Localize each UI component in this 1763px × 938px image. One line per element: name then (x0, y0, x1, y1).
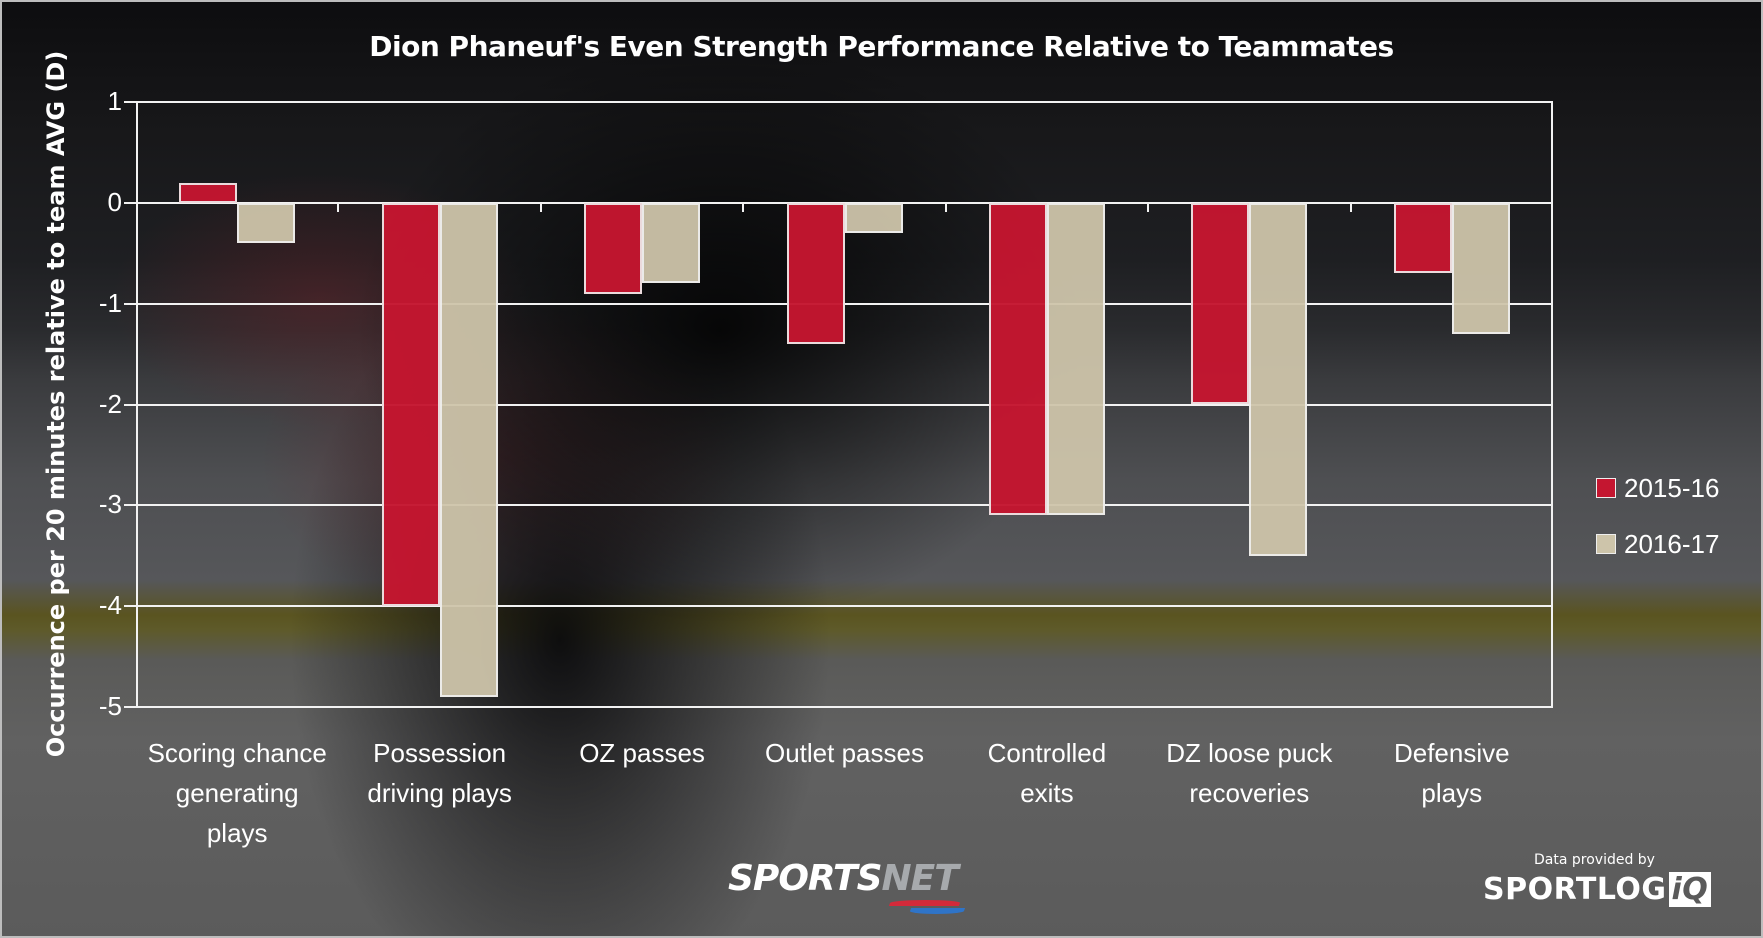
swoosh-red-icon (888, 900, 962, 906)
legend-item-2015-16: 2015-16 (1596, 460, 1719, 516)
plot-area (124, 101, 1553, 708)
x-axis-label-line: plays (1421, 778, 1483, 808)
x-axis-label: Defensive plays (1352, 733, 1552, 813)
x-axis-label: DZ loose puck recoveries (1149, 733, 1349, 813)
y-tick-label: -3 (98, 489, 122, 520)
x-axis-label-line: driving plays (367, 778, 512, 808)
x-axis-label-line: OZ passes (579, 738, 705, 768)
chart-title: Dion Phaneuf's Even Strength Performance… (369, 30, 1394, 63)
x-tick-mark (742, 202, 745, 212)
bar-2015-16-6 (1393, 202, 1452, 274)
gridline (124, 101, 1553, 103)
bar-2016-17-1 (439, 202, 498, 697)
x-tick-mark (337, 202, 340, 212)
bar-2015-16-0 (179, 182, 238, 203)
bar-2015-16-1 (381, 202, 440, 607)
sportsnet-logo-sports: SPORTS (728, 858, 883, 899)
legend-swatch-beige (1596, 534, 1616, 554)
legend-swatch-red (1596, 478, 1616, 498)
x-axis-label: Outlet passes (745, 733, 945, 773)
sportlogiq-logo-text: SPORTLOG (1483, 872, 1667, 907)
gridline (124, 706, 1553, 708)
y-tick-label: 1 (107, 86, 122, 116)
x-axis-label-line: recoveries (1189, 778, 1310, 808)
x-axis-label-line: DZ loose puck (1166, 738, 1333, 768)
x-tick-mark (1147, 202, 1150, 212)
legend: 2015-16 2016-17 (1596, 460, 1719, 572)
x-tick-mark (539, 202, 542, 212)
bar-2016-17-6 (1451, 202, 1510, 334)
x-axis-label: OZ passes (542, 733, 742, 773)
bar-2015-16-4 (988, 202, 1047, 516)
x-axis-label-line: Possession (373, 738, 507, 768)
x-tick-mark (944, 202, 947, 212)
legend-item-2016-17: 2016-17 (1596, 516, 1719, 572)
x-axis-label-line: Defensive (1393, 738, 1510, 768)
x-axis-label: Controlled exits (947, 733, 1147, 813)
bar-2016-17-5 (1249, 202, 1308, 556)
x-axis-label: Possession driving plays (340, 733, 540, 813)
y-tick-label: -4 (98, 590, 122, 621)
y-tick-label: -5 (98, 691, 122, 721)
bar-2016-17-4 (1046, 202, 1105, 516)
data-provided-by-text: Data provided by (1534, 852, 1655, 868)
sportlogiq-logo: SPORTLOG iQ (1483, 872, 1712, 907)
bar-2015-16-2 (584, 202, 643, 294)
gridline (124, 605, 1553, 608)
bar-2016-17-2 (642, 202, 701, 284)
sportsnet-logo: SPORTSNET (728, 858, 966, 914)
y-tick-label: -1 (98, 287, 122, 318)
y-tick-label: 0 (107, 186, 122, 217)
bar-2015-16-3 (786, 202, 845, 344)
x-axis-label-line: plays (206, 818, 268, 848)
y-tick-label: -2 (98, 388, 122, 419)
x-axis-label-line: generating (175, 778, 299, 808)
sportsnet-logo-net: NET (881, 858, 959, 899)
legend-label: 2015-16 (1624, 472, 1720, 503)
bar-2015-16-5 (1191, 202, 1250, 405)
gridline (124, 504, 1553, 507)
x-axis-label: Scoring chance generating plays (137, 733, 337, 853)
legend-label: 2016-17 (1624, 528, 1720, 559)
x-axis-label-line: exits (1020, 778, 1074, 808)
x-axis-label-line: Controlled (987, 738, 1107, 768)
bar-2016-17-3 (844, 202, 903, 234)
x-axis-label-line: Outlet passes (765, 738, 924, 768)
x-tick-mark (1349, 202, 1352, 212)
bar-2016-17-0 (237, 202, 296, 244)
sportlogiq-logo-iq: iQ (1668, 872, 1712, 907)
gridline (124, 403, 1553, 406)
x-axis-label-line: Scoring chance (147, 738, 327, 768)
